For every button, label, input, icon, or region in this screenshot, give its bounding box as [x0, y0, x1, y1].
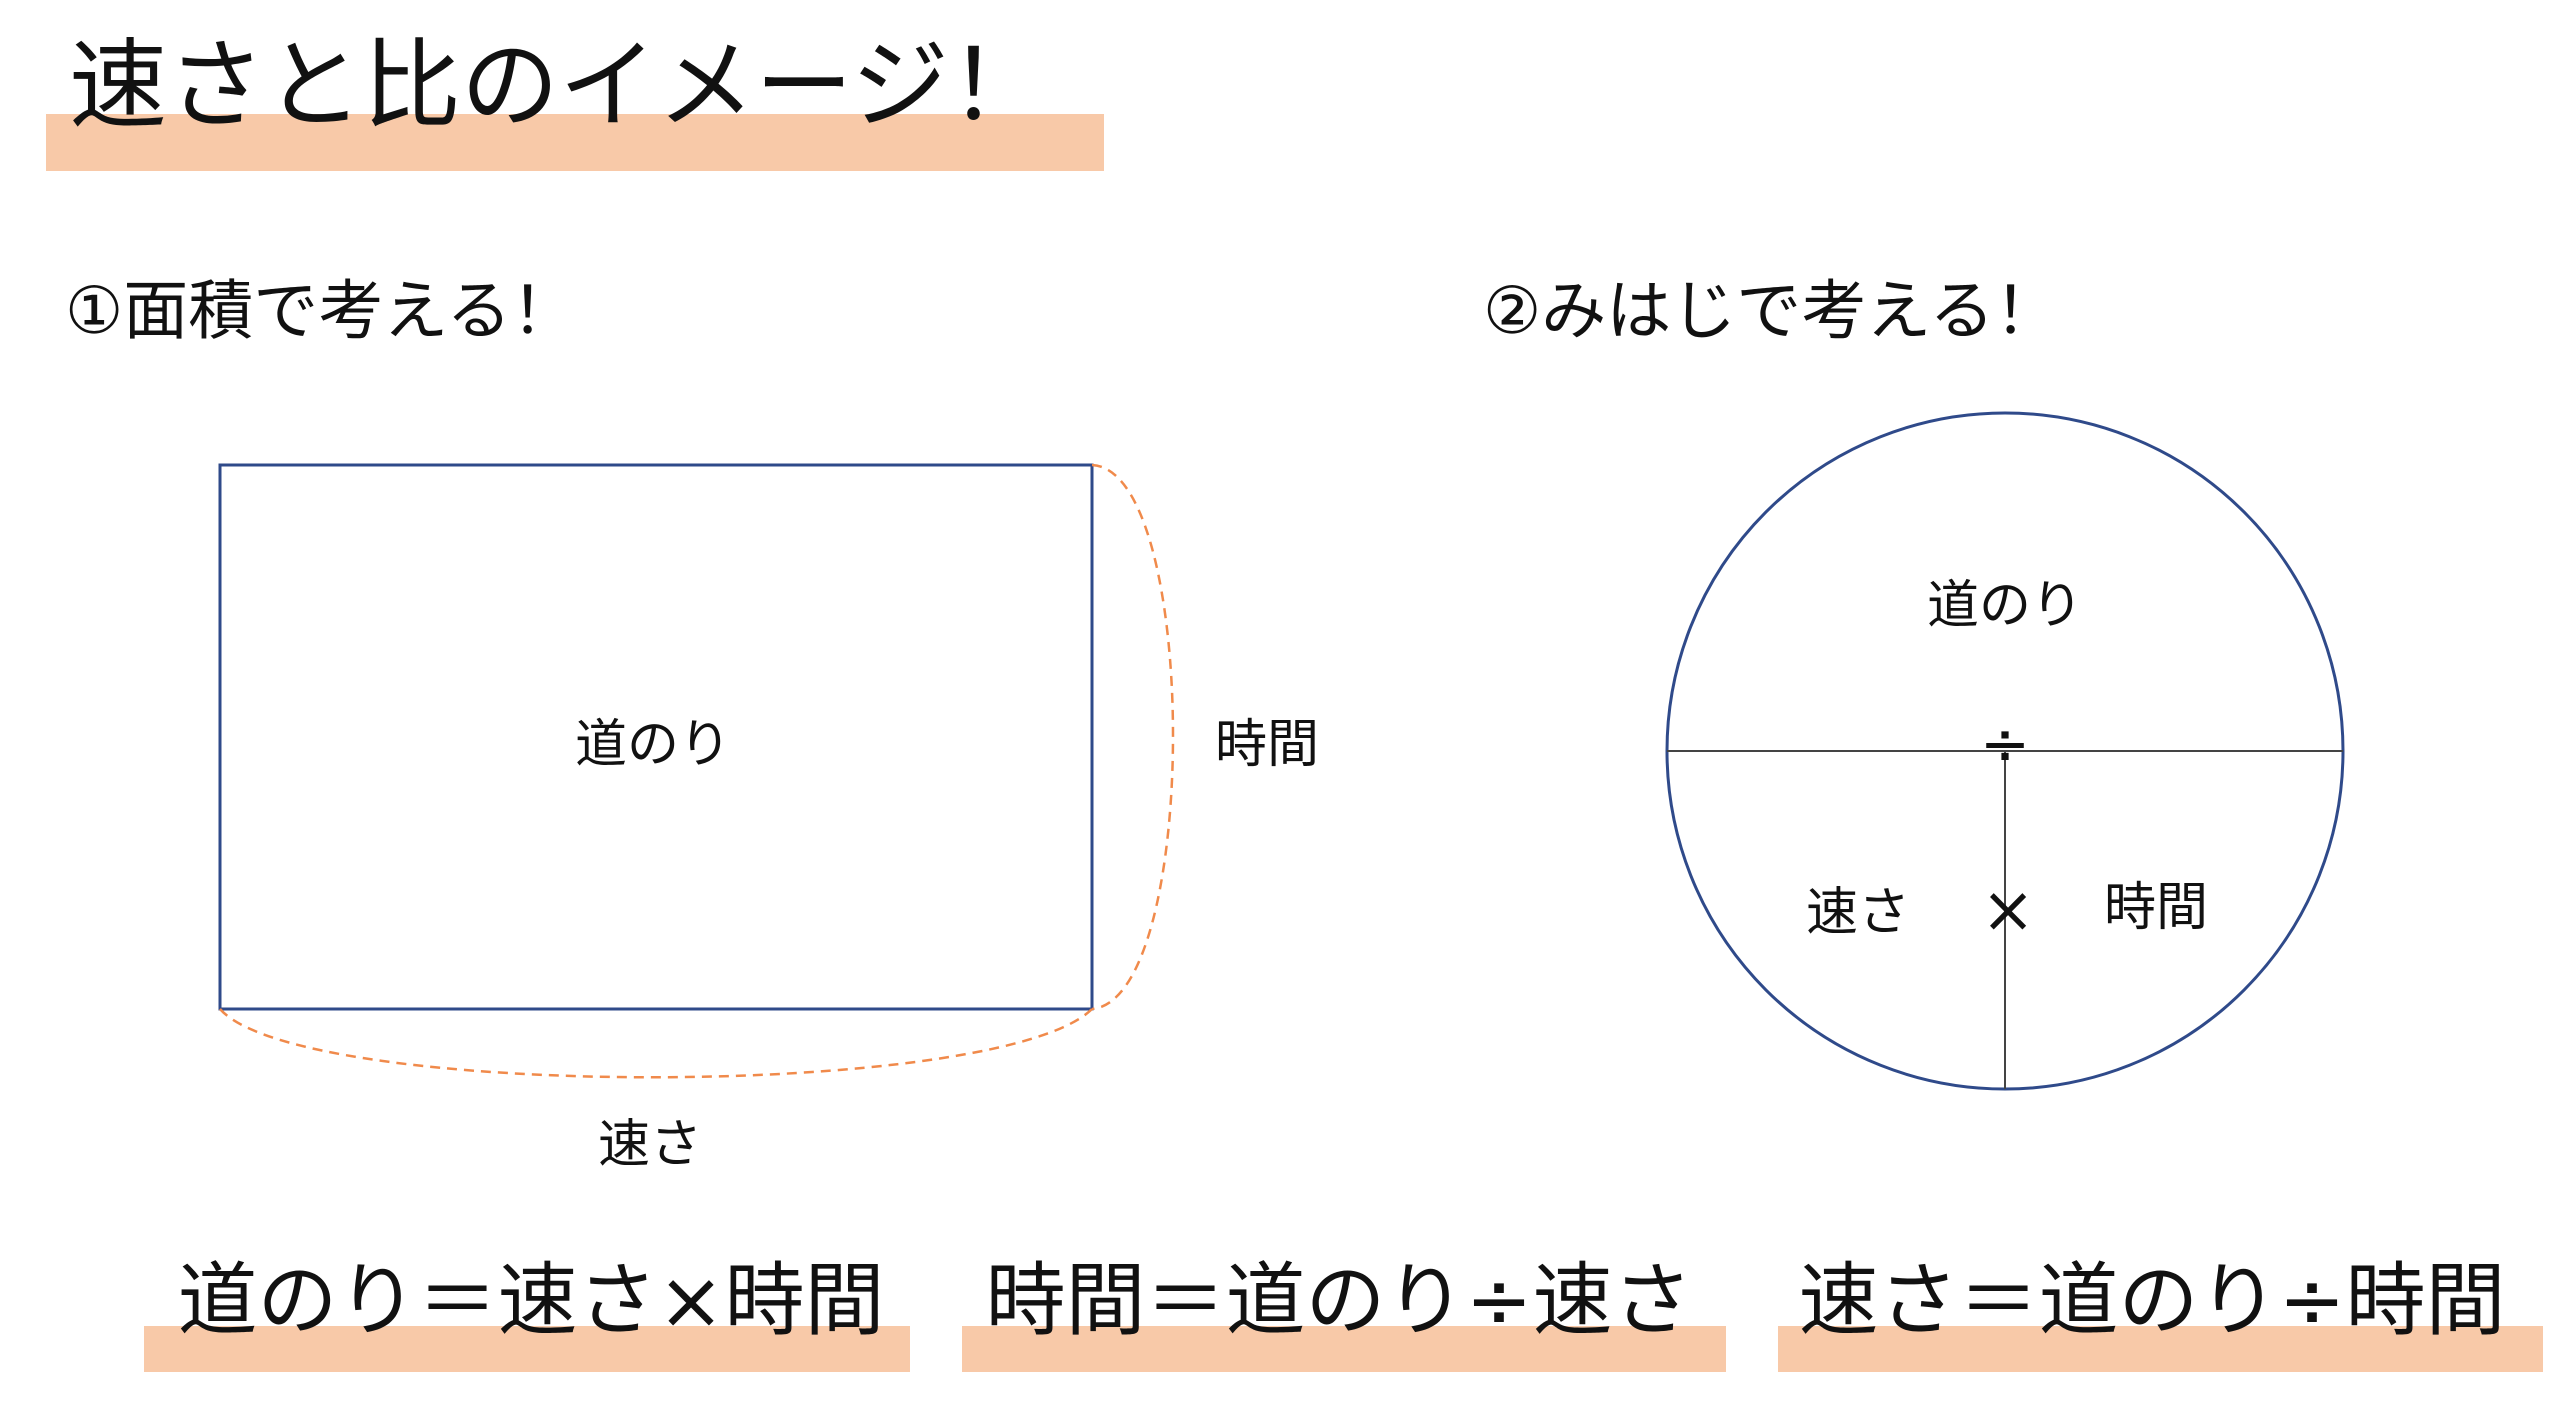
title: 速さと比のイメージ！ [69, 29, 1047, 143]
bottom-brace [219, 1008, 1093, 1079]
formula: 速さ＝道のり÷時間 [1798, 1254, 2505, 1347]
side-brace [1091, 463, 1175, 1011]
label: 道のり [1927, 576, 2083, 636]
label: 時間 [1215, 715, 1319, 775]
operator: × [1981, 874, 2035, 948]
area-rectangle [218, 463, 1094, 1011]
formula: 道のり＝速さ×時間 [177, 1254, 884, 1347]
formula-highlight [144, 1326, 910, 1372]
label: 速さ [598, 1115, 702, 1175]
operator: ÷ [1980, 710, 2030, 780]
formula: 時間＝道のり÷速さ [985, 1254, 1692, 1347]
formula-highlight [962, 1326, 1726, 1372]
label: 時間 [2104, 878, 2208, 938]
formula-highlight [1778, 1326, 2543, 1372]
section-heading: ①面積で考える！ [65, 274, 576, 349]
section-heading: ②みはじで考える！ [1483, 274, 2059, 349]
label: 道のり [575, 715, 731, 775]
label: 速さ [1806, 883, 1910, 943]
title-highlight [46, 114, 1104, 171]
